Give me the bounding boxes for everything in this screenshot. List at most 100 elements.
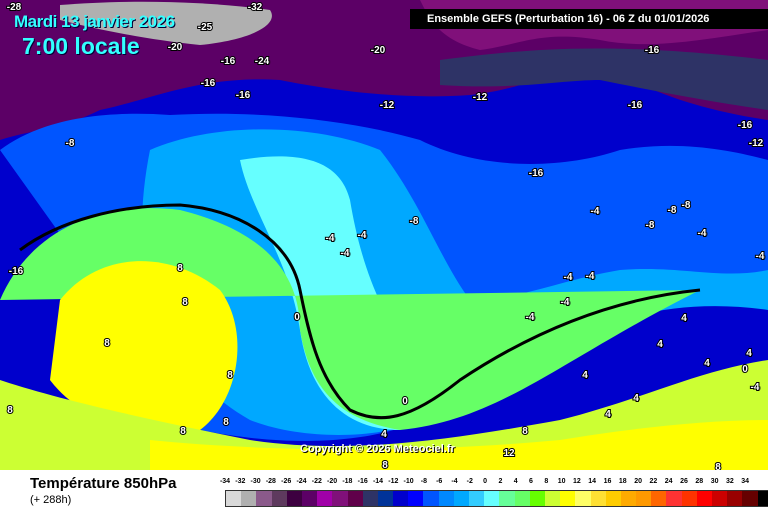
- legend-tick: 30: [710, 478, 719, 485]
- legend-swatch: [499, 491, 515, 506]
- legend-tick: 10: [557, 478, 566, 485]
- copyright: Copyright © 2026 Meteociel.fr: [300, 443, 455, 455]
- legend-swatch: [438, 491, 454, 506]
- legend-swatch: [256, 491, 272, 506]
- contour-label: 4: [381, 429, 387, 440]
- contour-label: -4: [586, 271, 595, 282]
- legend-tick: -6: [436, 478, 443, 485]
- legend-tick: -8: [420, 478, 428, 485]
- contour-label: 8: [182, 297, 188, 308]
- legend-footer: Température 850hPa (+ 288h) -34 -32 -30 -28…: [0, 470, 768, 512]
- legend-tick: 12: [572, 478, 581, 485]
- legend-swatch: [757, 491, 768, 506]
- contour-label: -20: [168, 42, 183, 53]
- legend-tick: 16: [603, 478, 612, 485]
- legend-swatch: [727, 491, 743, 506]
- contour-label: -16: [645, 45, 660, 56]
- yellow-southwest: [50, 261, 238, 433]
- contour-label: 8: [715, 462, 721, 470]
- forecast-date: Mardi 13 janvier 2026: [14, 12, 175, 31]
- contour-label: 0: [402, 396, 408, 407]
- contour-label: 0: [742, 364, 748, 375]
- contour-label: 8: [382, 460, 388, 470]
- legend-tick: 18: [618, 478, 627, 485]
- contour-label: 4: [704, 358, 710, 369]
- contour-label: -12: [749, 138, 764, 149]
- legend-swatch: [271, 491, 287, 506]
- contour-label: -16: [628, 100, 643, 111]
- legend-tick: -4: [451, 478, 458, 485]
- contour-label: -4: [526, 312, 535, 323]
- contour-label: 0: [294, 312, 300, 323]
- legend-tick: -30: [250, 478, 261, 485]
- navy-band: [440, 48, 768, 110]
- contour-label: 8: [180, 426, 186, 437]
- legend-swatch: [317, 491, 333, 506]
- legend-swatch: [529, 491, 545, 506]
- legend-tick: 2: [498, 478, 503, 485]
- legend-swatch: [453, 491, 469, 506]
- legend-swatch: [575, 491, 591, 506]
- contour-label: -4: [698, 228, 707, 239]
- legend-swatch: [377, 491, 394, 506]
- yellow-south: [150, 420, 768, 470]
- contour-label: 4: [605, 409, 611, 420]
- contour-label: 8: [522, 426, 528, 437]
- contour-label: -4: [326, 233, 335, 244]
- contour-label: -28: [7, 2, 22, 13]
- contour-label: -16: [9, 266, 24, 277]
- legend-tick: 0: [483, 478, 488, 485]
- contour-label: 4: [633, 393, 639, 404]
- legend-swatch: [636, 491, 652, 506]
- contour-label: -4: [756, 251, 765, 262]
- legend-swatch: [666, 491, 682, 506]
- legend-tick: 26: [680, 478, 688, 485]
- contour-label: -4: [751, 382, 760, 393]
- legend-tick: -20: [327, 478, 338, 485]
- legend-swatch: [241, 491, 257, 506]
- legend-tick: 8: [544, 478, 549, 485]
- legend-swatch: [362, 491, 378, 506]
- legend-swatch: [514, 491, 530, 506]
- contour-label: 8: [104, 338, 110, 349]
- legend-swatch: [408, 491, 424, 506]
- legend-tick: 32: [725, 478, 734, 485]
- legend-tick: 22: [649, 478, 658, 485]
- legend-swatch: [651, 491, 667, 506]
- legend-tick: -24: [296, 478, 307, 485]
- legend-swatch: [742, 491, 758, 506]
- legend-swatch: [605, 491, 621, 506]
- legend-tick: -16: [357, 478, 368, 485]
- green-southwest: [0, 208, 700, 430]
- legend-tick: -26: [281, 478, 292, 485]
- legend-swatch: [286, 491, 302, 506]
- parameter-title: Température 850hPa: [30, 475, 177, 492]
- legend-tick: -12: [388, 478, 399, 485]
- greenland-cold-core: [60, 1, 272, 45]
- legend-swatch: [226, 491, 242, 506]
- contour-label: -16: [738, 120, 753, 131]
- contour-label: -16: [201, 78, 216, 89]
- contour-label: -8: [682, 200, 691, 211]
- contour-label: 4: [681, 313, 687, 324]
- legend-tick: -32: [235, 478, 246, 485]
- contour-label: 4: [657, 339, 663, 350]
- contour-label: 4: [582, 370, 588, 381]
- legend-tick: 20: [634, 478, 642, 485]
- contour-label: 8: [227, 370, 233, 381]
- contour-label: -8: [66, 138, 75, 149]
- legend-swatch: [712, 491, 728, 506]
- contour-label: -8: [410, 216, 419, 227]
- legend-tick: 28: [695, 478, 704, 485]
- legend-swatch: [423, 491, 439, 506]
- legend-swatch: [347, 491, 363, 506]
- contour-label: 4: [746, 348, 752, 359]
- legend-swatch: [681, 491, 697, 506]
- contour-label: -16: [236, 90, 251, 101]
- contour-label: -4: [591, 206, 600, 217]
- legend-swatch: [590, 491, 606, 506]
- contour-label: 12: [503, 448, 515, 459]
- contour-label: 8: [177, 263, 183, 274]
- contour-label: 8: [223, 417, 229, 428]
- legend-swatch: [560, 491, 576, 506]
